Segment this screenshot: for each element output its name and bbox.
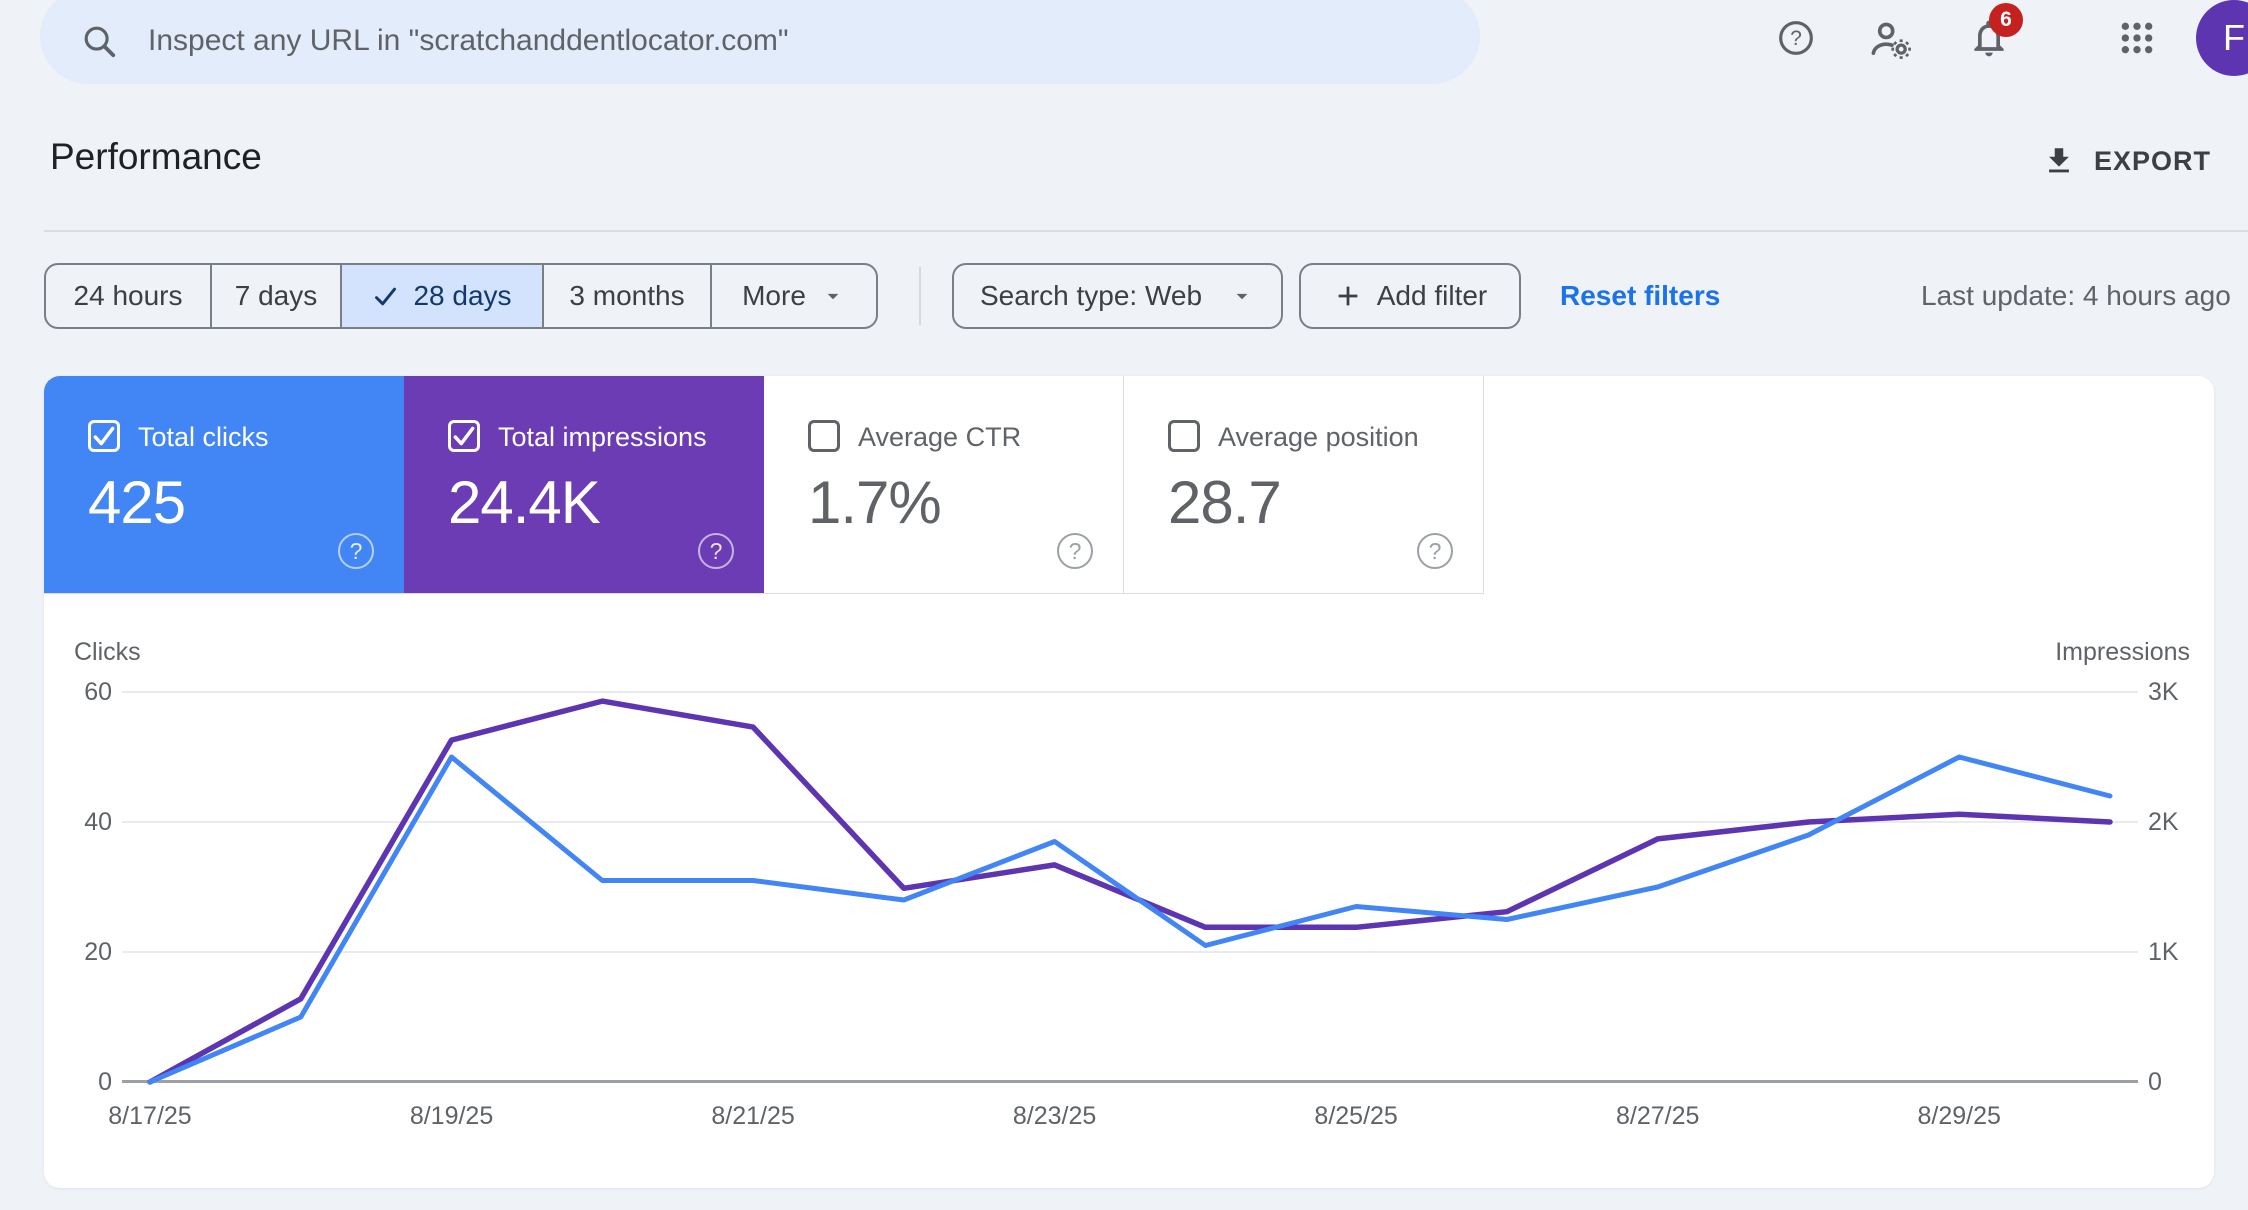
help-icon[interactable]: ? (1776, 18, 1816, 58)
clicks-line (147, 754, 2113, 1085)
x-axis-label: 8/25/25 (1314, 1102, 1398, 1130)
search-type-dropdown[interactable]: Search type: Web (952, 263, 1283, 329)
user-gear-icon[interactable] (1868, 16, 1914, 62)
plus-icon (1338, 286, 1358, 306)
export-label: EXPORT (2094, 145, 2212, 176)
impressions-line (147, 698, 2113, 1085)
help-icon[interactable]: ? (338, 533, 374, 569)
page-title: Performance (50, 136, 262, 177)
chip-label: 28 days (413, 280, 512, 311)
left-axis-tick: 20 (84, 938, 112, 966)
date-range-chips: 24 hours 7 days 28 days 3 months More (44, 263, 878, 329)
tile-label: Total impressions (498, 422, 707, 452)
gridline (122, 951, 2138, 953)
x-axis-line (122, 1080, 2138, 1083)
right-axis-tick: 3K (2148, 678, 2179, 706)
chip-label: 24 hours (73, 280, 183, 311)
right-axis-title: Impressions (2055, 638, 2190, 666)
checkbox-unchecked-icon[interactable] (1168, 420, 1200, 452)
url-inspect-searchbar[interactable] (40, 0, 1480, 84)
search-icon (84, 26, 116, 58)
add-filter-label: Add filter (1376, 280, 1488, 311)
right-axis-tick: 0 (2148, 1068, 2162, 1096)
tile-total-clicks[interactable]: Total clicks 425 ? (44, 376, 404, 594)
chip-label: 7 days (234, 280, 318, 311)
tile-value: 1.7% (808, 469, 942, 536)
left-axis-title: Clicks (74, 638, 141, 666)
x-axis-label: 8/19/25 (409, 1102, 494, 1130)
help-icon[interactable]: ? (698, 533, 734, 569)
gridline (122, 821, 2138, 823)
tile-value: 425 (88, 469, 186, 536)
tile-label: Total clicks (138, 422, 269, 452)
search-type-label: Search type: Web (980, 280, 1203, 311)
export-button[interactable]: EXPORT (2042, 144, 2211, 178)
chevron-down-icon (827, 293, 839, 300)
bell-icon[interactable]: 6 (1967, 3, 2023, 60)
add-filter-button[interactable]: Add filter (1299, 263, 1521, 329)
avatar[interactable]: F (2196, 0, 2248, 76)
chip-label: 3 months (569, 280, 685, 311)
tile-average-position[interactable]: Average position 28.7 ? (1124, 376, 1484, 594)
notification-badge: 6 (1989, 3, 2023, 37)
tile-average-ctr[interactable]: Average CTR 1.7% ? (764, 376, 1124, 594)
help-icon[interactable]: ? (1417, 533, 1453, 569)
chip-label: More (742, 280, 806, 311)
apps-grid-icon[interactable] (2117, 18, 2157, 58)
checkbox-checked-icon[interactable] (88, 420, 120, 452)
tile-value: 28.7 (1168, 469, 1282, 536)
right-axis-tick: 1K (2148, 938, 2179, 966)
chip-24-hours[interactable]: 24 hours (44, 263, 212, 329)
performance-card: Total clicks 425 ? Total impressions 24.… (44, 376, 2214, 1188)
checkbox-checked-icon[interactable] (448, 420, 480, 452)
checkbox-unchecked-icon[interactable] (808, 420, 840, 452)
metric-tiles: Total clicks 425 ? Total impressions 24.… (44, 376, 1484, 594)
divider (919, 267, 921, 325)
help-icon[interactable]: ? (1057, 533, 1093, 569)
x-axis-label: 8/17/25 (108, 1102, 192, 1130)
last-update-text: Last update: 4 hours ago (1921, 280, 2231, 311)
download-icon (2049, 148, 2069, 173)
search-input[interactable] (146, 23, 1430, 59)
x-axis-label: 8/21/25 (711, 1102, 795, 1130)
right-axis-tick: 2K (2148, 808, 2179, 836)
left-axis-tick: 0 (98, 1068, 112, 1096)
x-axis-label: 8/29/25 (1917, 1102, 2001, 1130)
tile-label: Average CTR (858, 422, 1022, 452)
chip-28-days[interactable]: 28 days (340, 263, 544, 329)
tile-label: Average position (1218, 422, 1419, 452)
chip-3-months[interactable]: 3 months (542, 263, 712, 329)
x-axis-label: 8/27/25 (1615, 1102, 1700, 1130)
chip-more[interactable]: More (710, 263, 878, 329)
x-axis-label: 8/23/25 (1012, 1102, 1097, 1130)
left-axis-tick: 40 (84, 808, 112, 836)
check-icon (375, 287, 397, 305)
chevron-down-icon (1236, 293, 1248, 300)
filter-row: 24 hours 7 days 28 days 3 months More (0, 263, 2248, 329)
gridline (122, 691, 2138, 693)
divider (44, 230, 2248, 232)
tile-total-impressions[interactable]: Total impressions 24.4K ? (404, 376, 764, 594)
tile-value: 24.4K (448, 469, 601, 536)
chip-7-days[interactable]: 7 days (210, 263, 342, 329)
reset-filters-link[interactable]: Reset filters (1560, 280, 1721, 311)
left-axis-tick: 60 (84, 678, 112, 706)
svg-text:?: ? (1790, 27, 1802, 50)
